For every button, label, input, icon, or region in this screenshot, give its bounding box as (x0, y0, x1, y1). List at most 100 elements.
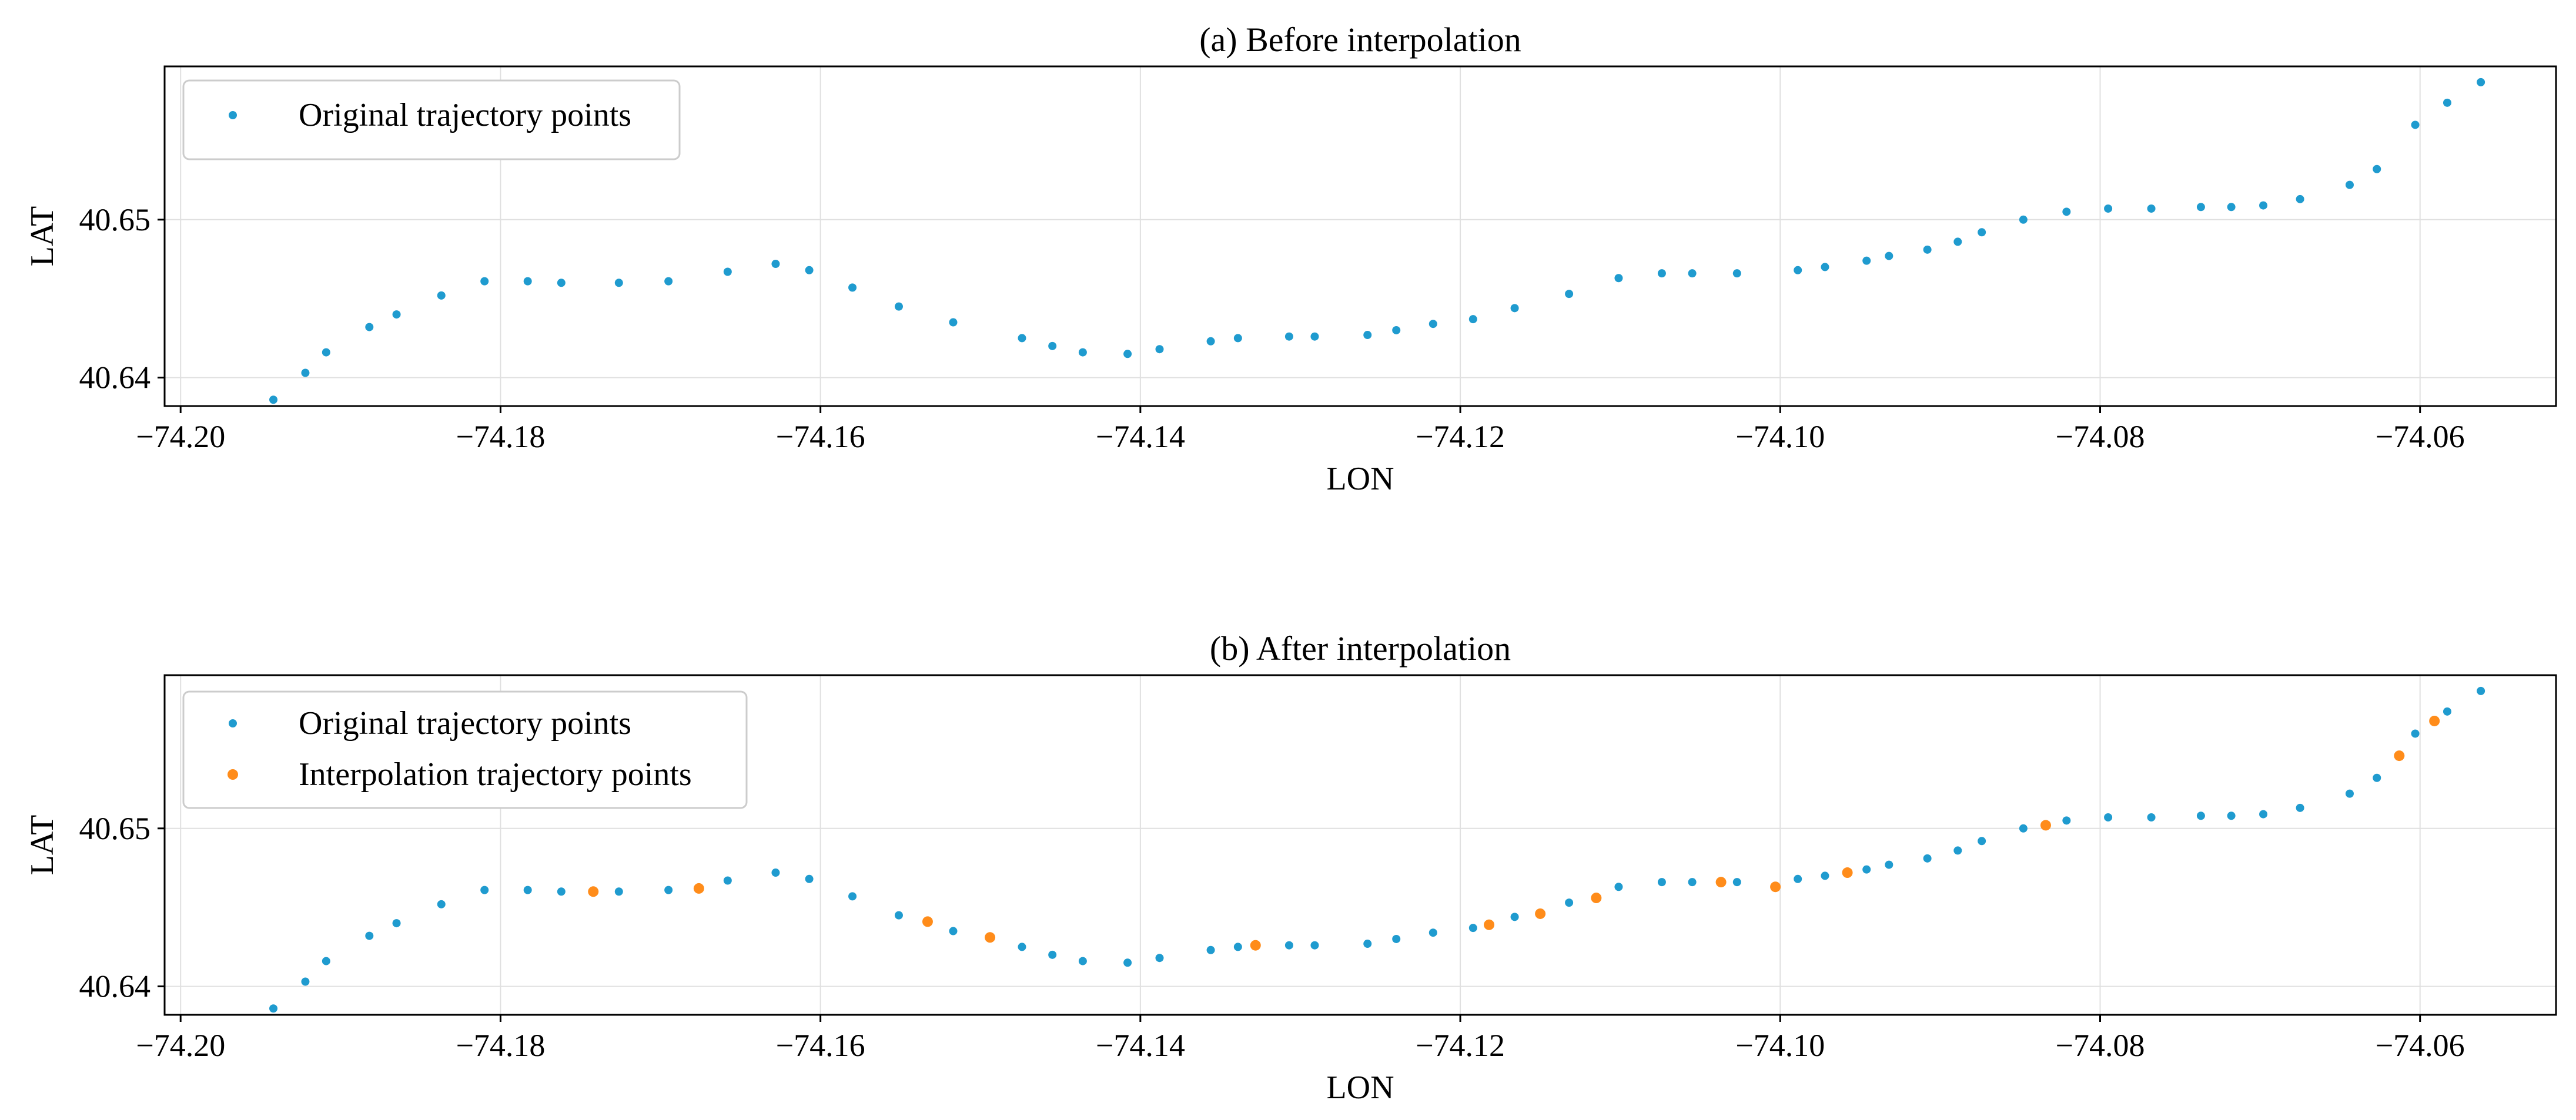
y-tick-label: 40.65 (79, 202, 151, 237)
interpolation-point (693, 883, 704, 894)
points-a (269, 78, 2485, 404)
original-point (1018, 334, 1026, 343)
original-point (480, 277, 489, 286)
original-point (1565, 290, 1574, 299)
original-point (1510, 304, 1519, 313)
x-tick-label: −74.16 (776, 1028, 865, 1063)
original-point (2259, 810, 2268, 819)
y-tick-label: 40.64 (79, 360, 151, 395)
original-point (1123, 958, 1132, 967)
interpolation-point (1715, 877, 1727, 888)
legend-b: Original trajectory points Interpolation… (182, 690, 748, 809)
y-tick-label: 40.64 (79, 969, 151, 1004)
original-point (1821, 871, 1829, 880)
original-point (2019, 215, 2028, 224)
original-point (1657, 269, 1666, 278)
original-point (2227, 812, 2236, 820)
original-point (1923, 854, 1932, 863)
legend-label-original-a: Original trajectory points (299, 97, 631, 133)
original-point (1688, 269, 1697, 278)
original-point (614, 887, 623, 896)
original-point (1978, 228, 1986, 237)
original-point (949, 927, 958, 935)
original-point (1123, 350, 1132, 358)
original-point (1363, 940, 1372, 948)
original-point (1510, 913, 1519, 921)
original-point (848, 283, 857, 292)
y-tick-label: 40.65 (79, 811, 151, 846)
x-tick-label: −74.08 (2056, 419, 2145, 454)
original-point (664, 886, 673, 894)
original-point (2062, 207, 2071, 216)
legend-box-b (182, 690, 748, 809)
original-point (2019, 824, 2028, 833)
original-point (2477, 78, 2485, 86)
original-point (1078, 348, 1087, 357)
original-point (2227, 203, 2236, 212)
original-point (2411, 120, 2420, 129)
original-point (1862, 865, 1871, 874)
x-tick-label: −74.06 (2376, 419, 2465, 454)
original-point (2443, 98, 2451, 107)
legend-box-a (182, 79, 681, 160)
interpolation-point (922, 916, 933, 927)
original-point (2104, 204, 2113, 213)
original-point (949, 318, 958, 327)
ticks-b: −74.20 −74.18 −74.16 −74.14 −74.12 −74.10 −74.… (79, 811, 2465, 1063)
legend-a: Original trajectory points (182, 79, 681, 160)
original-point (1155, 345, 1164, 354)
original-point (1732, 269, 1741, 278)
original-point (269, 1004, 278, 1013)
original-point (1428, 928, 1437, 937)
original-point (723, 267, 732, 276)
x-tick-label: −74.18 (456, 1028, 545, 1063)
original-point (2345, 180, 2354, 189)
original-point (322, 957, 330, 965)
original-point (322, 348, 330, 357)
original-point (1155, 954, 1164, 963)
legend-marker-original-b (229, 719, 237, 727)
interpolation-point (1484, 919, 1495, 930)
original-point (1018, 943, 1026, 951)
original-point (1284, 332, 1293, 341)
original-point (2196, 812, 2205, 820)
original-point (1657, 878, 1666, 887)
original-point (1048, 950, 1057, 959)
original-point (1885, 860, 1893, 869)
interpolation-point (985, 932, 996, 943)
original-point (1078, 957, 1087, 965)
original-point (1048, 341, 1057, 350)
original-point (365, 931, 374, 940)
original-point (1862, 256, 1871, 265)
x-tick-label: −74.08 (2056, 1028, 2145, 1063)
original-point (2259, 201, 2268, 210)
original-point (1794, 874, 1802, 883)
original-point (2104, 813, 2113, 821)
x-axis-label-a: LON (1326, 461, 1394, 497)
original-point (301, 368, 310, 377)
original-point (1614, 883, 1623, 891)
original-point (2196, 203, 2205, 212)
original-point (1428, 320, 1437, 328)
y-axis-label-b: LAT (24, 815, 61, 876)
interpolation-point (1250, 940, 1261, 951)
original-point (1233, 943, 1242, 951)
points-b (269, 686, 2485, 1013)
original-point (1923, 245, 1932, 254)
original-point (2477, 686, 2485, 695)
x-tick-label: −74.20 (136, 419, 225, 454)
original-point (614, 279, 623, 287)
original-point (523, 886, 532, 894)
original-point (2062, 816, 2071, 825)
original-point (2443, 707, 2451, 716)
original-point (1468, 924, 1477, 933)
original-point (1392, 326, 1401, 334)
original-point (523, 277, 532, 286)
x-tick-label: −74.10 (1735, 419, 1825, 454)
grid-a (165, 66, 2556, 406)
original-point (664, 277, 673, 286)
original-point (771, 868, 780, 877)
original-point (1565, 898, 1574, 907)
original-point (1688, 878, 1697, 887)
